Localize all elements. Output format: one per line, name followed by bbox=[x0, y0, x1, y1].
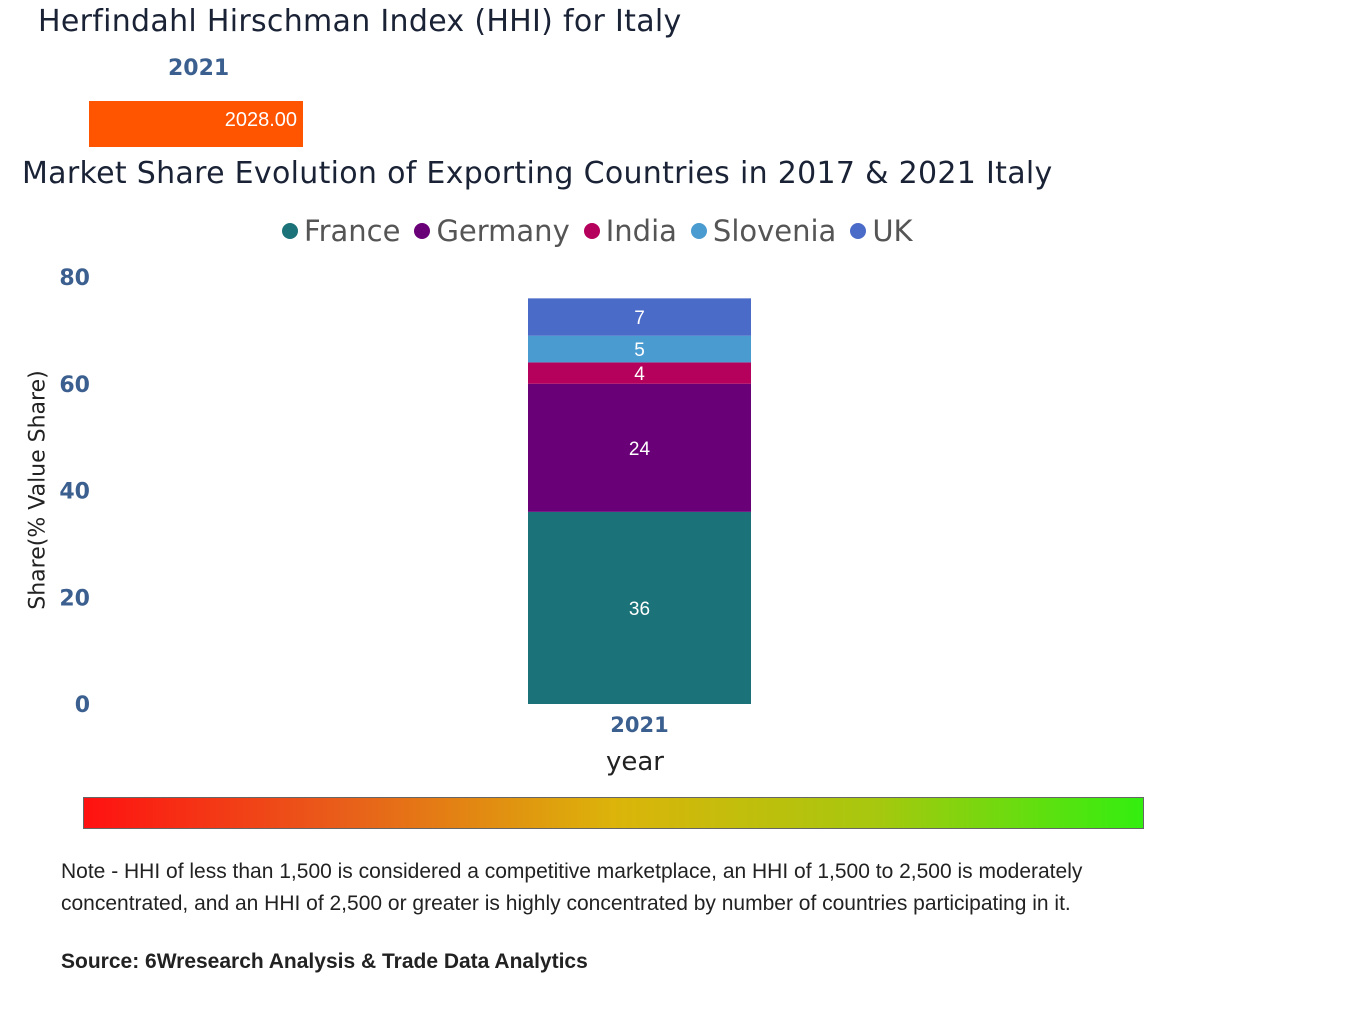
legend-item-india[interactable]: India bbox=[583, 214, 677, 248]
legend-dot-icon bbox=[414, 223, 431, 239]
hhi-value-label: 2028.00 bbox=[224, 109, 297, 131]
legend-dot-icon bbox=[583, 223, 600, 239]
legend-dot-icon bbox=[282, 223, 298, 239]
bar-segment-slovenia bbox=[528, 335, 751, 363]
legend-item-germany[interactable]: Germany bbox=[414, 214, 570, 248]
legend-item-france[interactable]: France bbox=[282, 214, 400, 248]
y-tick-label: 20 bbox=[59, 586, 90, 611]
legend-label: Germany bbox=[436, 214, 570, 248]
bar-data-label: 24 bbox=[629, 439, 651, 460]
footer-note: Note - HHI of less than 1,500 is conside… bbox=[61, 860, 1083, 915]
bar-segment-india bbox=[528, 362, 751, 384]
chart-title: Market Share Evolution of Exporting Coun… bbox=[22, 156, 1053, 191]
hhi-color-scale bbox=[83, 797, 1144, 829]
legend-item-slovenia[interactable]: Slovenia bbox=[690, 214, 837, 248]
y-tick-label: 60 bbox=[59, 373, 90, 398]
footer-source: Source: 6Wresearch Analysis & Trade Data… bbox=[61, 950, 588, 973]
stacked-bar-chart: 0 20 40 60 80 36 24 4 5 7 2021 year bbox=[59, 266, 751, 777]
bar-data-label: 5 bbox=[634, 340, 645, 361]
hhi-bar: 2028.00 bbox=[89, 101, 303, 147]
legend-item-uk[interactable]: UK bbox=[850, 214, 913, 248]
y-tick-label: 80 bbox=[59, 266, 90, 291]
hhi-year-label: 2021 bbox=[168, 56, 230, 81]
x-axis-label: year bbox=[606, 747, 664, 777]
legend-label: France bbox=[304, 214, 401, 248]
legend-label: India bbox=[605, 214, 677, 248]
bar-data-label: 7 bbox=[634, 308, 645, 329]
chart-legend: France Germany India Slovenia UK bbox=[282, 214, 927, 248]
legend-dot-icon bbox=[690, 223, 707, 239]
y-tick-label: 0 bbox=[75, 693, 90, 718]
bar-segment-germany bbox=[528, 383, 751, 512]
x-tick-label: 2021 bbox=[610, 713, 668, 737]
bar-data-label: 36 bbox=[629, 599, 650, 620]
bar-segment-france bbox=[528, 511, 751, 704]
bar-data-label: 4 bbox=[634, 364, 645, 385]
legend-label: UK bbox=[872, 214, 913, 248]
legend-label: Slovenia bbox=[712, 214, 837, 248]
bar-segment-uk bbox=[528, 298, 751, 336]
legend-dot-icon bbox=[850, 223, 867, 239]
hhi-title: Herfindahl Hirschman Index (HHI) for Ita… bbox=[38, 4, 682, 39]
y-tick-label: 40 bbox=[59, 480, 90, 505]
